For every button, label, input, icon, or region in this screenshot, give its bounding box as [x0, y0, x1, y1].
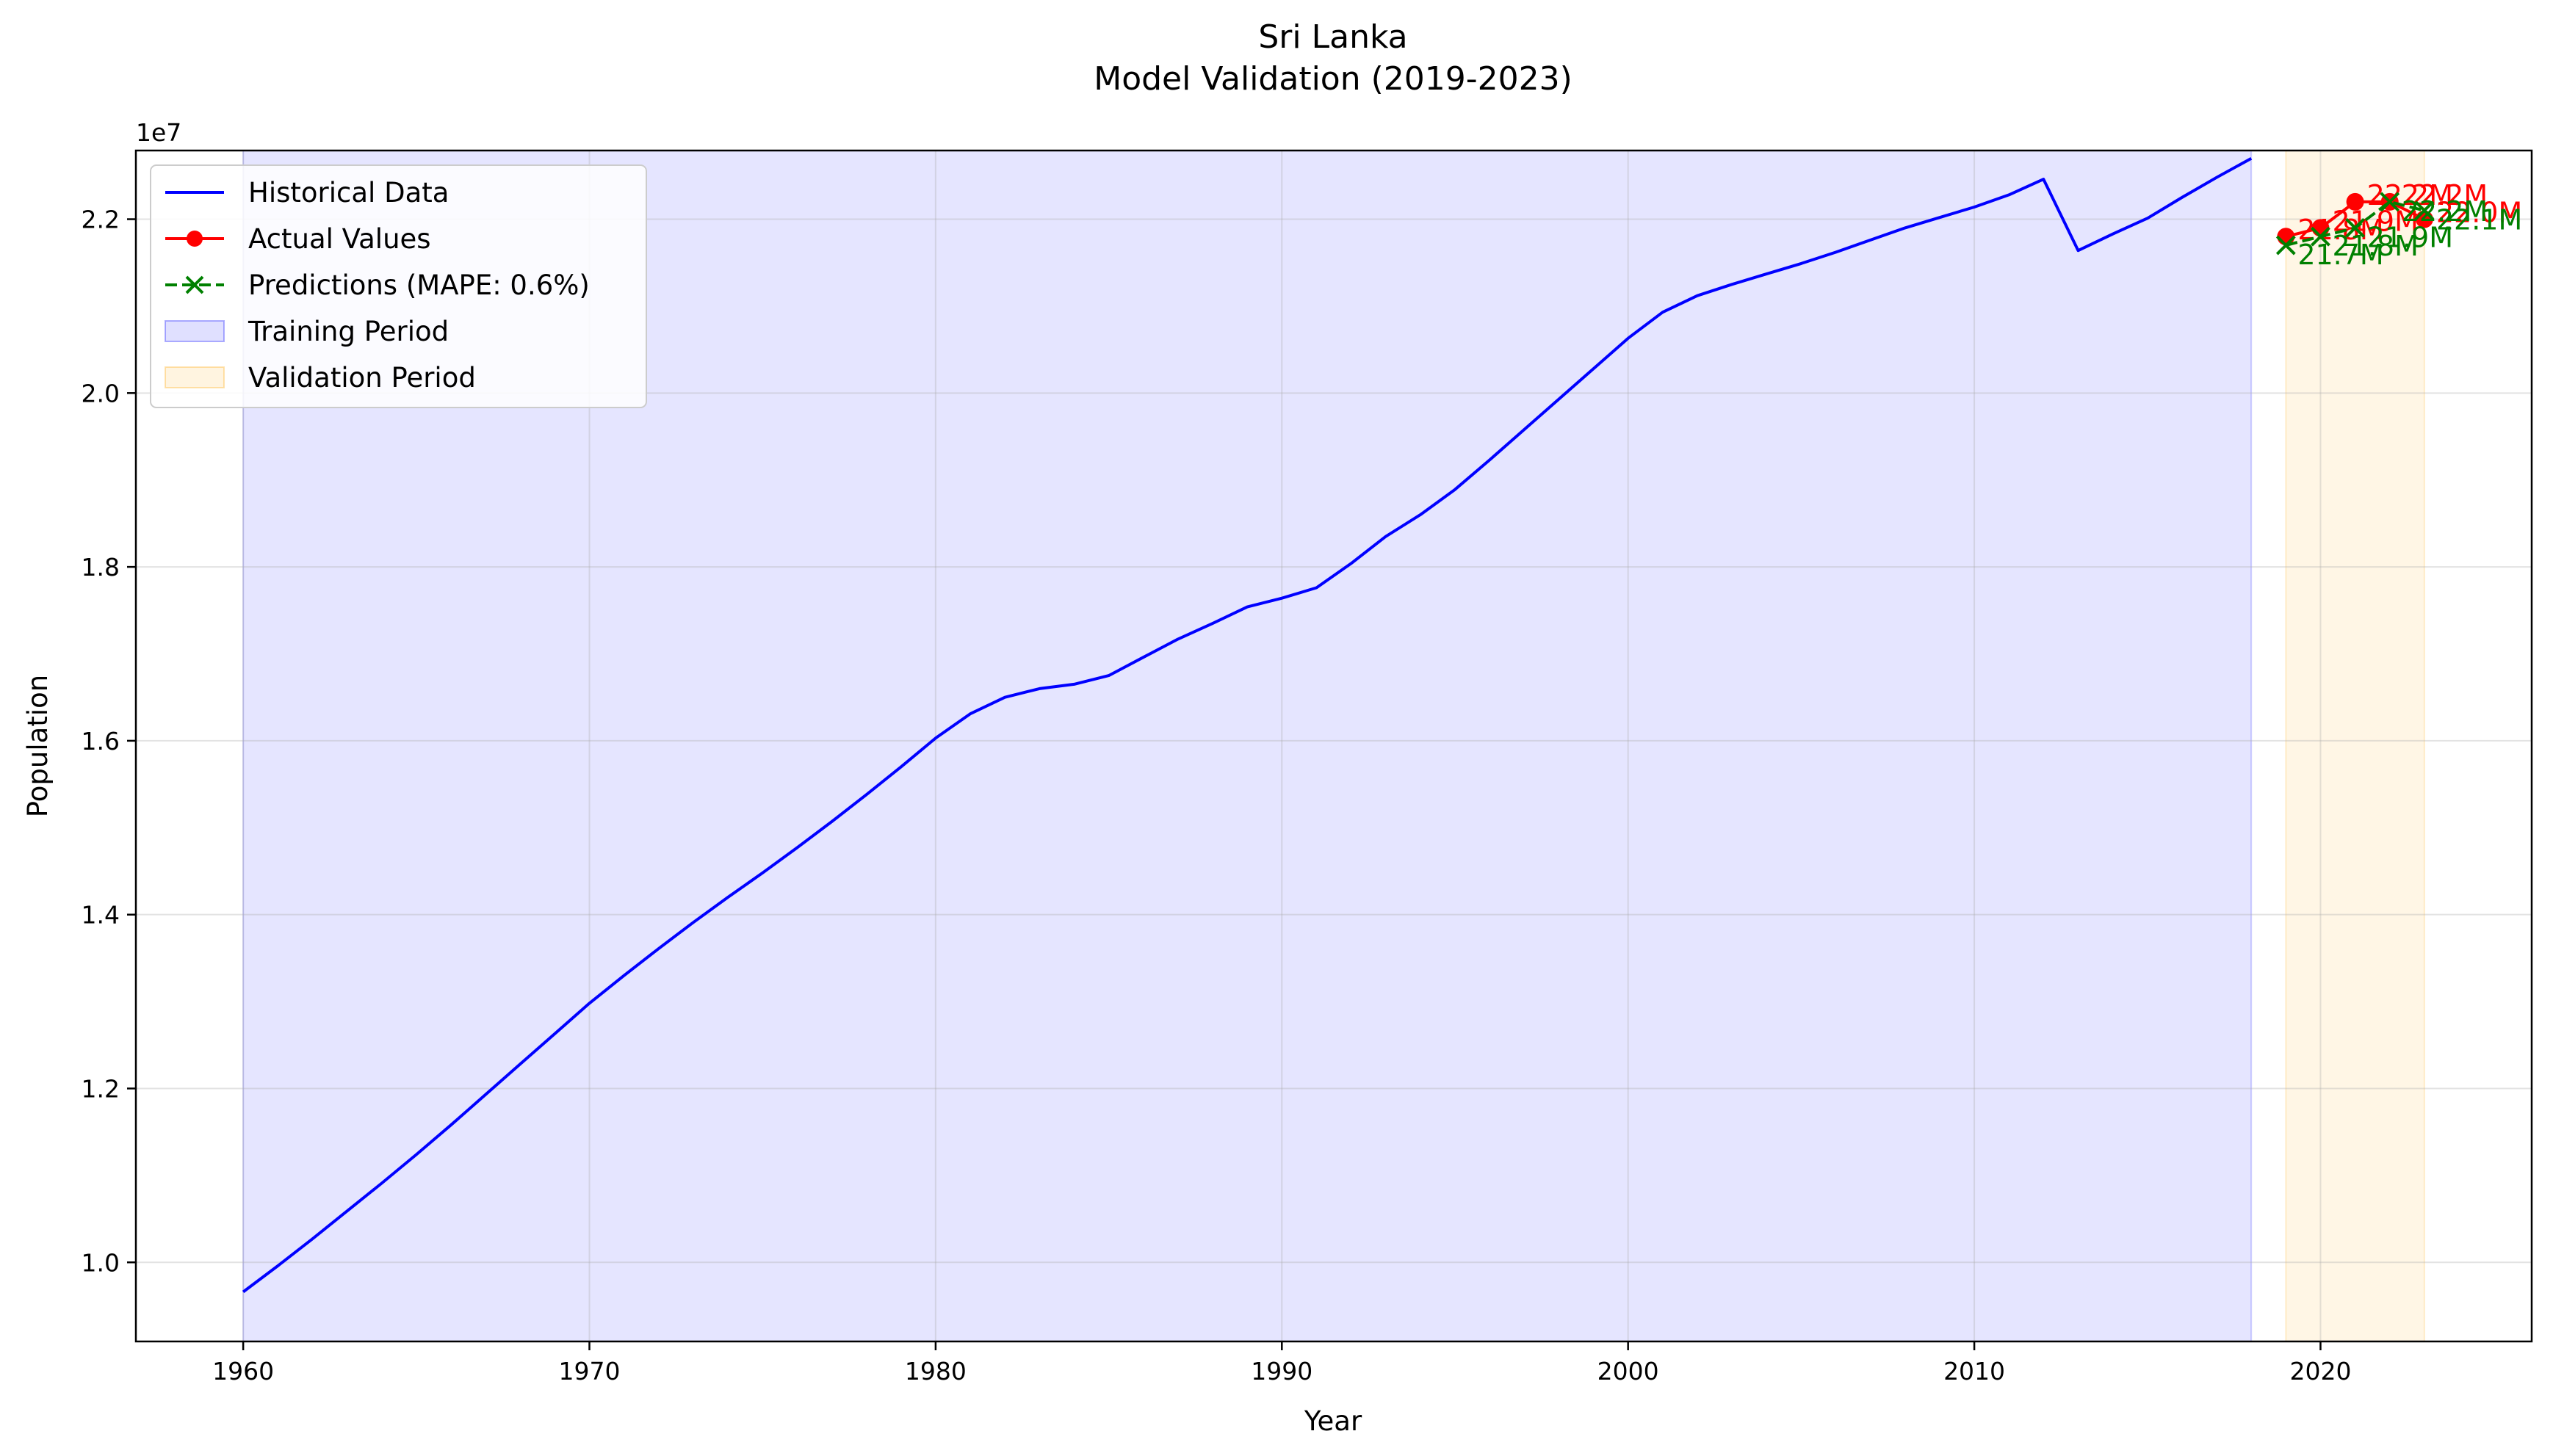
data-label-actual: 22.2M	[2402, 179, 2488, 211]
grid-lines	[136, 151, 2532, 1341]
y-tick-label: 2.2	[82, 206, 120, 234]
data-point-predictions	[2380, 192, 2400, 212]
data-point-actual	[2346, 192, 2364, 211]
data-point-predictions	[2311, 226, 2330, 247]
x-tick-label: 1970	[559, 1357, 621, 1386]
legend-validation-swatch	[165, 366, 225, 388]
series-layer: 21.8M21.9M22.2M22.2M22.0M21.7M21.8M21.9M…	[242, 156, 2522, 1294]
data-point-predictions	[2414, 200, 2435, 221]
legend-predictions-marker	[185, 275, 204, 294]
y-tick-label: 2.0	[82, 379, 120, 408]
x-tick-label: 2020	[2289, 1357, 2351, 1386]
x-tick-label: 1980	[905, 1357, 967, 1386]
y-axis-label: Population	[22, 675, 54, 817]
x-tick-label: 2010	[1943, 1357, 2005, 1386]
legend-validation-label: Validation Period	[248, 362, 476, 394]
data-label-actual: 22.0M	[2436, 197, 2522, 229]
legend-predictions-label: Predictions (MAPE: 0.6%)	[248, 269, 590, 301]
data-point-predictions	[2345, 217, 2366, 238]
plot-frame	[134, 149, 2533, 1343]
legend-training-swatch	[165, 320, 225, 342]
x-tick-label: 1990	[1251, 1357, 1312, 1386]
x-tick-label: 1960	[212, 1357, 274, 1386]
chart-subtitle: Model Validation (2019-2023)	[1094, 60, 1572, 98]
y-offset-label: 1e7	[136, 118, 181, 147]
y-tick-label: 1.6	[82, 727, 120, 756]
data-label-predictions: 21.9M	[2367, 221, 2453, 253]
x-tick-label: 2000	[1597, 1357, 1659, 1386]
legend: Historical Data Actual Values Prediction…	[150, 164, 647, 408]
y-tick-label: 1.2	[82, 1074, 120, 1103]
legend-training-label: Training Period	[248, 316, 449, 347]
data-label-predictions: 22.1M	[2436, 204, 2522, 236]
chart-title: Sri Lanka	[1258, 18, 1407, 56]
legend-box	[150, 164, 647, 408]
x-axis-ticks: 1960 1970 1980 1990 2000 2010 2020	[212, 1341, 2351, 1386]
legend-actual-label: Actual Values	[248, 223, 431, 255]
series-line-historical	[242, 156, 2253, 1294]
y-tick-label: 1.4	[82, 901, 120, 930]
legend-actual-marker	[187, 231, 203, 247]
x-axis-label: Year	[1304, 1405, 1362, 1437]
data-point-predictions	[2275, 235, 2296, 256]
data-label-predictions: 22.2M	[2402, 195, 2488, 228]
legend-historical-label: Historical Data	[248, 177, 449, 209]
y-axis-ticks: 1.0 1.2 1.4 1.6 1.8 2.0 2.2	[82, 206, 136, 1277]
y-tick-label: 1.8	[82, 553, 120, 582]
shaded-region-validation	[2285, 150, 2425, 1342]
y-tick-label: 1.0	[82, 1248, 120, 1277]
